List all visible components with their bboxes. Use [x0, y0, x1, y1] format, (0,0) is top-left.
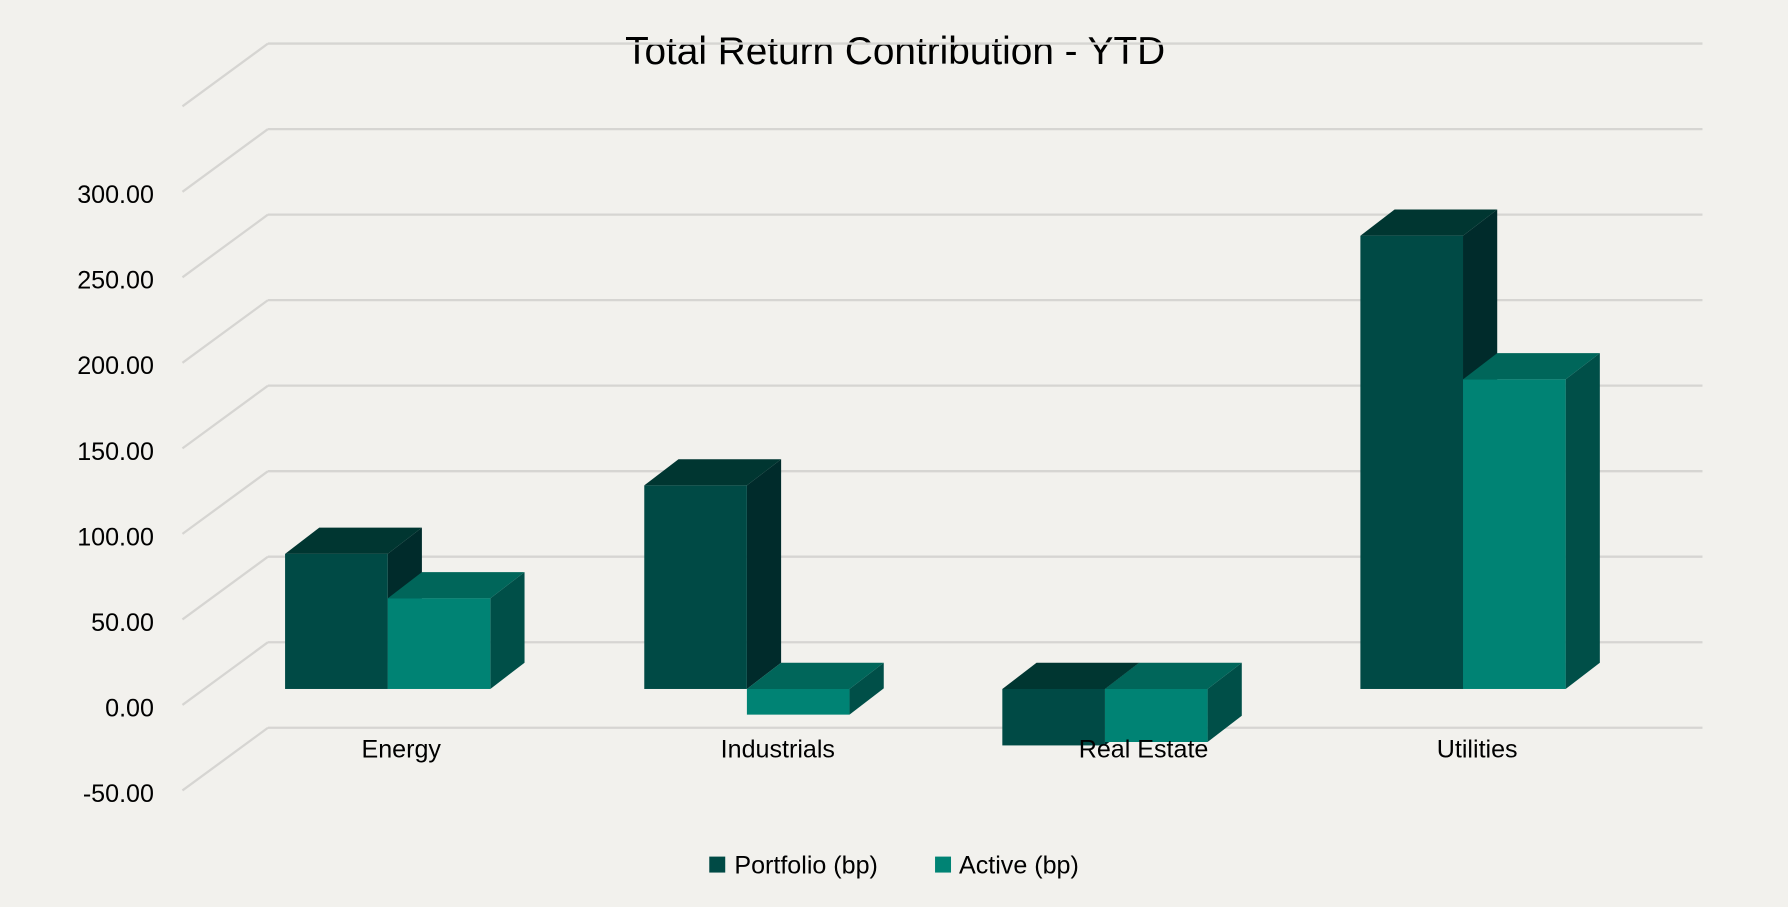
bars [285, 209, 1600, 746]
legend-swatch-portfolio [709, 856, 726, 873]
y-tick-label: 200.00 [77, 352, 154, 380]
gridline-floor [181, 555, 269, 621]
gridline-floor [181, 641, 269, 706]
gridline-floor [181, 470, 269, 535]
bar-top [1002, 662, 1140, 689]
gridline-floor [181, 299, 269, 364]
bar-top [1104, 662, 1242, 689]
gridline-floor [181, 384, 269, 450]
bar-top [1360, 209, 1498, 236]
bar-front [1463, 379, 1566, 689]
legend-swatch-active [935, 856, 952, 873]
bar-front [1360, 235, 1464, 689]
bar-top [746, 662, 884, 689]
bar-active-real-estate [1104, 662, 1242, 742]
y-tick-label: 0.00 [105, 694, 154, 722]
x-tick-label: Real Estate [1079, 735, 1209, 763]
y-tick-label: 150.00 [77, 438, 154, 466]
bar-portfolio-industrials [644, 459, 782, 689]
chart-title: Total Return Contribution - YTD [625, 30, 1165, 73]
bar-front [285, 553, 388, 689]
x-tick-label: Energy [361, 735, 441, 763]
bar-front [387, 598, 491, 689]
legend: Portfolio (bp) Active (bp) [709, 852, 1079, 880]
bar-side [1565, 353, 1600, 689]
bar-front [644, 485, 747, 689]
y-tick-label: -50.00 [83, 780, 154, 808]
gridline-floor [181, 128, 269, 193]
gridline-floor [181, 726, 269, 792]
bar-top [1463, 353, 1600, 380]
bar-top [644, 459, 782, 486]
bar-front [1002, 688, 1105, 746]
bar-top [387, 572, 525, 599]
x-tick-label: Utilities [1437, 735, 1518, 763]
bar-side [849, 662, 884, 715]
legend-label-portfolio: Portfolio (bp) [734, 852, 878, 880]
y-tick-label: 50.00 [91, 609, 154, 637]
legend-label-active: Active (bp) [959, 852, 1079, 880]
bar-active-industrials [746, 662, 884, 715]
gridline-floor [181, 42, 269, 108]
y-tick-label: 250.00 [77, 267, 154, 295]
y-axis: -50.00 0.00 50.00 100.00 150.00 200.00 250.00 3… [77, 181, 154, 808]
x-axis: Energy Industrials Real Estate Utilities [361, 735, 1517, 763]
y-tick-label: 100.00 [77, 523, 154, 551]
bar-front [1104, 688, 1208, 742]
gridline-floor [181, 213, 269, 279]
y-tick-label: 300.00 [77, 181, 154, 209]
bar-side [1207, 662, 1242, 742]
bar-front [746, 688, 850, 715]
bar-active-energy [387, 572, 525, 689]
x-tick-label: Industrials [721, 735, 835, 763]
bar-top [285, 527, 422, 554]
bar-side [490, 572, 525, 689]
bar-side [746, 459, 782, 689]
bar-active-utilities [1463, 353, 1600, 689]
